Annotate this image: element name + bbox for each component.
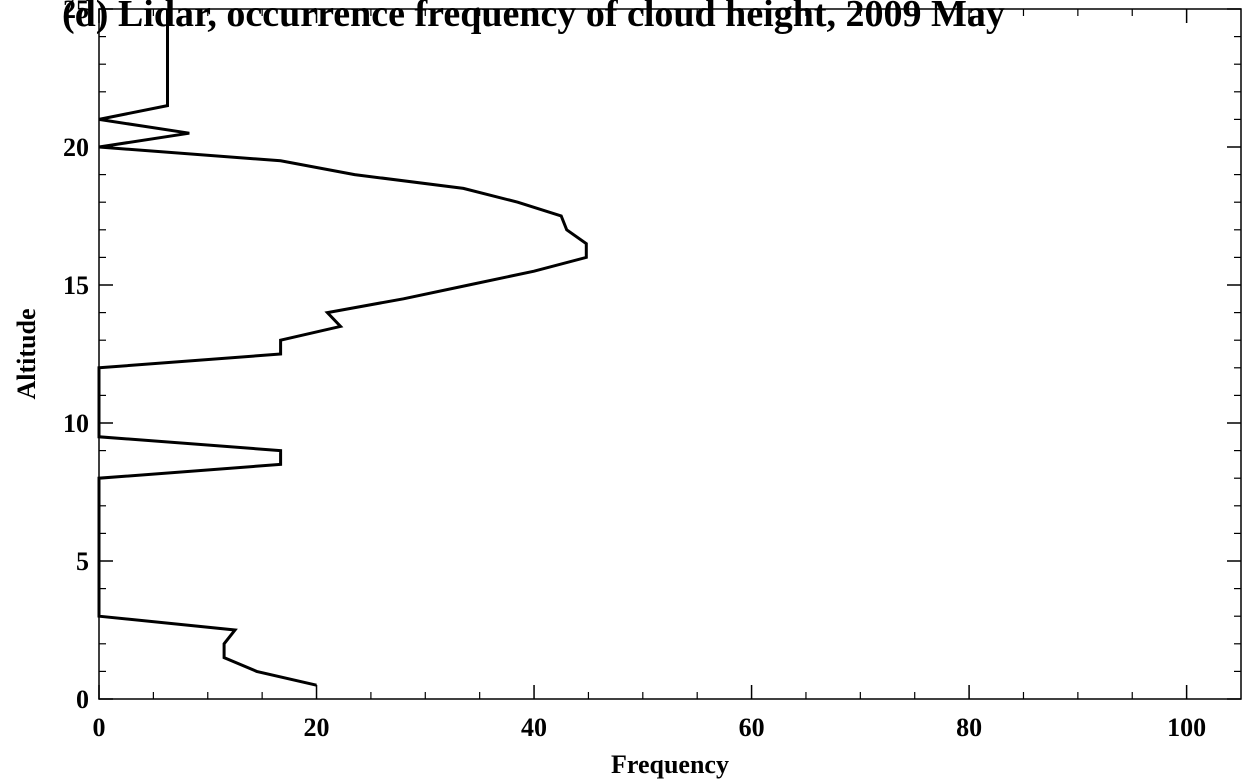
y-tick-label: 0 bbox=[76, 685, 89, 714]
y-tick-labels: 0 5 10 15 20 25 bbox=[63, 0, 89, 714]
x-tick-label: 60 bbox=[739, 713, 765, 742]
x-tick-label: 100 bbox=[1167, 713, 1206, 742]
x-tick-label: 20 bbox=[304, 713, 330, 742]
x-axis-title: Frequency bbox=[611, 750, 729, 779]
y-axis-title: Altitude bbox=[12, 309, 41, 400]
y-tick-label: 10 bbox=[63, 409, 89, 438]
x-tick-label: 0 bbox=[93, 713, 106, 742]
y-tick-label: 15 bbox=[63, 271, 89, 300]
y-tick-label: 20 bbox=[63, 133, 89, 162]
y-tick-label: 5 bbox=[76, 547, 89, 576]
x-tick-label: 40 bbox=[521, 713, 547, 742]
x-tick-labels: 0 20 40 60 80 100 bbox=[93, 713, 1207, 742]
frequency-series-line bbox=[97, 9, 588, 687]
y-tick-label: 25 bbox=[63, 0, 89, 24]
plot-frame bbox=[98, 8, 1242, 700]
x-tick-label: 80 bbox=[956, 713, 982, 742]
